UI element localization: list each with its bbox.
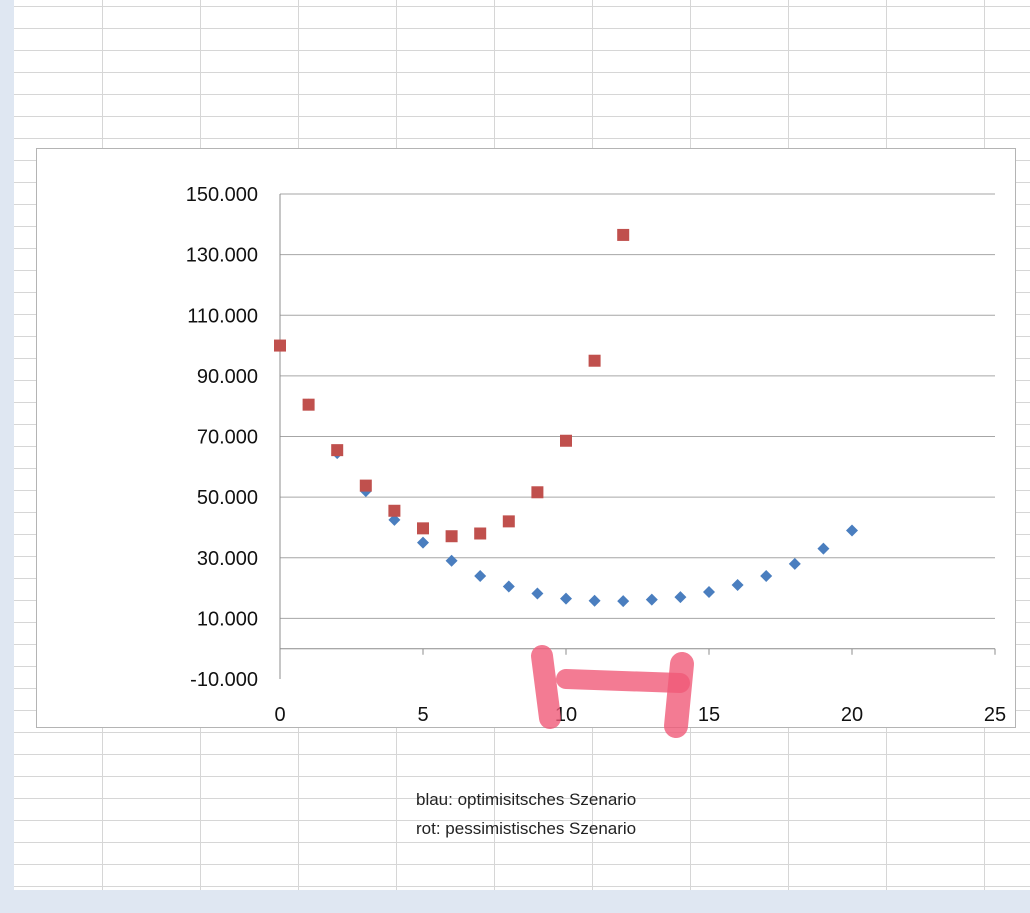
point-series-2 bbox=[274, 339, 286, 352]
point-series-1 bbox=[703, 586, 715, 599]
x-tick-label: 10 bbox=[555, 704, 577, 726]
scatter-plot: -10.000 10.000 30.000 50.000 70.000 90.000 110… bbox=[186, 184, 1006, 726]
point-series-2 bbox=[417, 522, 429, 535]
y-tick-label: 30.000 bbox=[197, 548, 258, 570]
x-tick-label: 25 bbox=[984, 704, 1006, 726]
y-tick-label: -10.000 bbox=[190, 669, 258, 691]
y-tick-label: 50.000 bbox=[197, 487, 258, 509]
point-series-2 bbox=[502, 515, 515, 528]
point-series-2 bbox=[531, 486, 544, 499]
point-series-1 bbox=[817, 542, 830, 555]
point-series-1 bbox=[760, 569, 773, 582]
point-series-2 bbox=[588, 354, 601, 367]
y-tick-label: 70.000 bbox=[197, 427, 258, 449]
y-tick-label: 10.000 bbox=[197, 608, 258, 630]
point-series-1 bbox=[645, 593, 658, 606]
point-series-1 bbox=[531, 587, 544, 600]
point-series-1 bbox=[474, 569, 487, 582]
point-series-2 bbox=[331, 444, 344, 457]
x-tick-label: 5 bbox=[417, 704, 428, 726]
y-tick-label: 130.000 bbox=[186, 245, 258, 267]
point-series-2 bbox=[302, 398, 315, 411]
note-red-series: rot: pessimistisches Szenario bbox=[416, 819, 637, 838]
point-series-1 bbox=[617, 595, 630, 608]
x-tick-label: 0 bbox=[274, 704, 285, 726]
point-series-1 bbox=[560, 592, 572, 605]
point-series-1 bbox=[445, 554, 458, 567]
point-series-1 bbox=[388, 513, 401, 526]
point-series-1 bbox=[502, 580, 515, 593]
point-series-2 bbox=[359, 479, 372, 492]
y-tick-label: 90.000 bbox=[197, 366, 258, 388]
point-series-1 bbox=[846, 524, 858, 537]
y-tick-label: 150.000 bbox=[186, 184, 258, 206]
point-series-2 bbox=[445, 530, 458, 543]
chart-area[interactable]: -10.000 10.000 30.000 50.000 70.000 90.000 110… bbox=[36, 148, 1016, 728]
point-series-1 bbox=[417, 536, 429, 549]
spreadsheet-grid: -10.000 10.000 30.000 50.000 70.000 90.000 110… bbox=[14, 0, 1030, 890]
x-tick-label: 20 bbox=[841, 704, 863, 726]
point-series-2 bbox=[617, 228, 630, 241]
point-series-1 bbox=[588, 594, 601, 607]
point-series-2 bbox=[560, 434, 572, 447]
legend-notes: blau: optimisitsches Szenario rot: pessi… bbox=[416, 785, 636, 843]
point-series-1 bbox=[674, 591, 687, 604]
x-tick-label: 15 bbox=[698, 704, 720, 726]
point-series-2 bbox=[474, 527, 487, 540]
note-blue-series: blau: optimisitsches Szenario bbox=[416, 790, 637, 809]
point-series-2 bbox=[388, 504, 401, 517]
y-tick-label: 110.000 bbox=[187, 305, 258, 327]
point-series-1 bbox=[731, 579, 744, 592]
point-series-1 bbox=[788, 557, 801, 570]
